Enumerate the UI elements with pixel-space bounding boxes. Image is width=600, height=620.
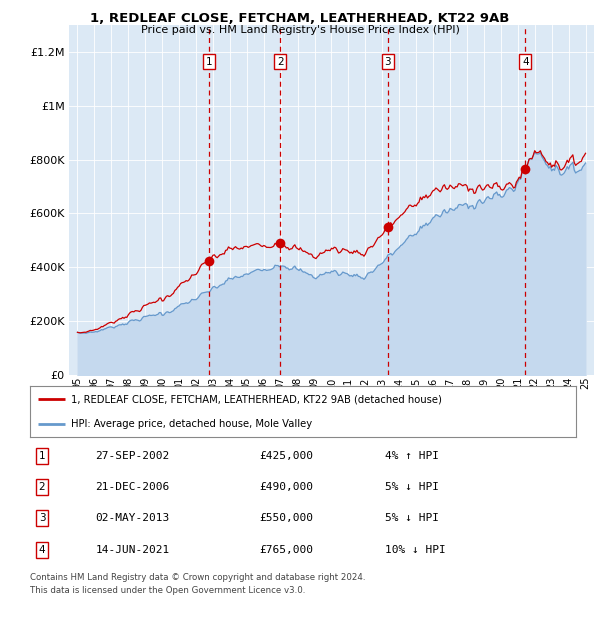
Text: Contains HM Land Registry data © Crown copyright and database right 2024.: Contains HM Land Registry data © Crown c… — [30, 574, 365, 583]
Text: 3: 3 — [385, 56, 391, 66]
Text: 10% ↓ HPI: 10% ↓ HPI — [385, 545, 446, 555]
Text: This data is licensed under the Open Government Licence v3.0.: This data is licensed under the Open Gov… — [30, 586, 305, 595]
Text: £550,000: £550,000 — [259, 513, 313, 523]
Text: HPI: Average price, detached house, Mole Valley: HPI: Average price, detached house, Mole… — [71, 419, 312, 429]
Text: 27-SEP-2002: 27-SEP-2002 — [95, 451, 170, 461]
Text: £765,000: £765,000 — [259, 545, 313, 555]
Text: 5% ↓ HPI: 5% ↓ HPI — [385, 482, 439, 492]
Text: 1: 1 — [38, 451, 46, 461]
Text: 2: 2 — [38, 482, 46, 492]
Text: 14-JUN-2021: 14-JUN-2021 — [95, 545, 170, 555]
Text: 4: 4 — [522, 56, 529, 66]
Text: 1, REDLEAF CLOSE, FETCHAM, LEATHERHEAD, KT22 9AB: 1, REDLEAF CLOSE, FETCHAM, LEATHERHEAD, … — [91, 12, 509, 25]
Text: 1: 1 — [205, 56, 212, 66]
Text: 2: 2 — [277, 56, 283, 66]
Text: 21-DEC-2006: 21-DEC-2006 — [95, 482, 170, 492]
Text: 4% ↑ HPI: 4% ↑ HPI — [385, 451, 439, 461]
Text: £490,000: £490,000 — [259, 482, 313, 492]
Text: 1, REDLEAF CLOSE, FETCHAM, LEATHERHEAD, KT22 9AB (detached house): 1, REDLEAF CLOSE, FETCHAM, LEATHERHEAD, … — [71, 394, 442, 404]
Text: 02-MAY-2013: 02-MAY-2013 — [95, 513, 170, 523]
Text: £425,000: £425,000 — [259, 451, 313, 461]
Text: 3: 3 — [38, 513, 46, 523]
Text: 5% ↓ HPI: 5% ↓ HPI — [385, 513, 439, 523]
Text: 4: 4 — [38, 545, 46, 555]
Text: Price paid vs. HM Land Registry's House Price Index (HPI): Price paid vs. HM Land Registry's House … — [140, 25, 460, 35]
